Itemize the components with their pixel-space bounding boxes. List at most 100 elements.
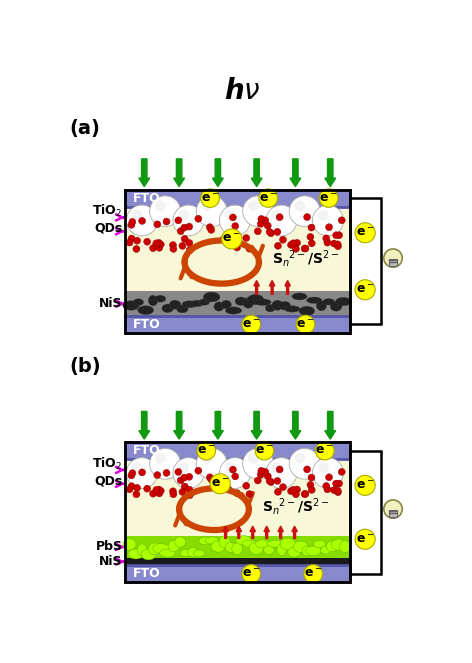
Ellipse shape xyxy=(225,542,236,552)
Ellipse shape xyxy=(302,546,312,556)
Circle shape xyxy=(175,217,182,224)
FancyArrow shape xyxy=(285,280,290,294)
Circle shape xyxy=(308,474,315,481)
Circle shape xyxy=(186,239,193,247)
Circle shape xyxy=(290,240,297,247)
Circle shape xyxy=(264,473,271,479)
Ellipse shape xyxy=(306,297,322,304)
Circle shape xyxy=(248,453,259,464)
Ellipse shape xyxy=(187,548,198,557)
Circle shape xyxy=(155,239,162,247)
Circle shape xyxy=(266,477,273,485)
Circle shape xyxy=(143,238,151,245)
Ellipse shape xyxy=(326,541,338,552)
Text: S$_n$$^{2-}$/S$^{2-}$: S$_n$$^{2-}$/S$^{2-}$ xyxy=(262,496,330,516)
FancyBboxPatch shape xyxy=(389,259,397,266)
Ellipse shape xyxy=(137,544,147,556)
Circle shape xyxy=(293,245,299,253)
Ellipse shape xyxy=(182,301,197,308)
Ellipse shape xyxy=(243,298,253,308)
Circle shape xyxy=(128,472,135,479)
FancyBboxPatch shape xyxy=(125,536,350,558)
Circle shape xyxy=(208,226,215,233)
Ellipse shape xyxy=(288,547,301,557)
Ellipse shape xyxy=(236,536,252,545)
Ellipse shape xyxy=(255,540,270,548)
Circle shape xyxy=(266,205,297,236)
Circle shape xyxy=(163,469,170,476)
Circle shape xyxy=(139,217,146,224)
Circle shape xyxy=(195,215,202,222)
Circle shape xyxy=(248,200,259,211)
Circle shape xyxy=(246,245,253,252)
Ellipse shape xyxy=(199,537,212,545)
Circle shape xyxy=(320,189,338,208)
Circle shape xyxy=(181,474,188,481)
Ellipse shape xyxy=(232,543,243,555)
Circle shape xyxy=(242,315,261,333)
Text: QDs: QDs xyxy=(94,474,123,487)
Circle shape xyxy=(274,489,281,495)
Circle shape xyxy=(266,229,273,235)
Circle shape xyxy=(225,462,236,473)
Circle shape xyxy=(243,196,274,227)
Circle shape xyxy=(154,471,161,479)
Circle shape xyxy=(150,448,181,479)
Ellipse shape xyxy=(123,301,139,310)
Ellipse shape xyxy=(305,546,321,556)
Ellipse shape xyxy=(272,300,283,310)
FancyArrow shape xyxy=(254,280,259,294)
Circle shape xyxy=(254,477,261,484)
Circle shape xyxy=(208,476,215,483)
Circle shape xyxy=(219,457,251,489)
Text: e$^-$: e$^-$ xyxy=(315,444,334,457)
Text: FTO: FTO xyxy=(133,192,160,205)
Circle shape xyxy=(170,245,177,253)
Text: e$^-$: e$^-$ xyxy=(356,533,374,546)
FancyArrow shape xyxy=(139,412,150,439)
Circle shape xyxy=(295,200,305,211)
Circle shape xyxy=(289,448,320,479)
FancyArrow shape xyxy=(270,280,275,294)
Ellipse shape xyxy=(285,306,300,312)
Circle shape xyxy=(296,315,315,333)
Circle shape xyxy=(197,442,216,460)
Circle shape xyxy=(259,189,278,208)
Circle shape xyxy=(262,469,269,475)
Circle shape xyxy=(323,483,330,489)
Circle shape xyxy=(150,245,157,252)
FancyArrow shape xyxy=(290,412,301,439)
Circle shape xyxy=(336,480,343,487)
Circle shape xyxy=(318,210,329,221)
Circle shape xyxy=(153,240,160,247)
Circle shape xyxy=(268,479,274,485)
Circle shape xyxy=(232,223,239,229)
Text: e$^-$: e$^-$ xyxy=(356,479,374,492)
Circle shape xyxy=(126,205,158,236)
Circle shape xyxy=(126,457,158,489)
Circle shape xyxy=(206,474,213,481)
Circle shape xyxy=(225,210,236,221)
Circle shape xyxy=(312,457,344,489)
Circle shape xyxy=(155,486,162,493)
Circle shape xyxy=(384,249,402,267)
Circle shape xyxy=(335,489,341,496)
Text: FTO: FTO xyxy=(133,568,160,580)
Circle shape xyxy=(134,485,141,491)
Circle shape xyxy=(157,487,164,495)
Text: FTO: FTO xyxy=(133,318,160,331)
Circle shape xyxy=(232,473,239,480)
Circle shape xyxy=(220,483,227,490)
Circle shape xyxy=(178,210,189,221)
Circle shape xyxy=(308,240,315,247)
Circle shape xyxy=(274,243,281,249)
Circle shape xyxy=(143,485,151,492)
Text: NiS: NiS xyxy=(99,555,123,568)
Circle shape xyxy=(169,488,177,495)
FancyArrow shape xyxy=(236,526,242,538)
Ellipse shape xyxy=(331,539,346,550)
Circle shape xyxy=(202,453,212,464)
Circle shape xyxy=(294,239,301,247)
Circle shape xyxy=(133,245,140,253)
Circle shape xyxy=(303,213,311,221)
